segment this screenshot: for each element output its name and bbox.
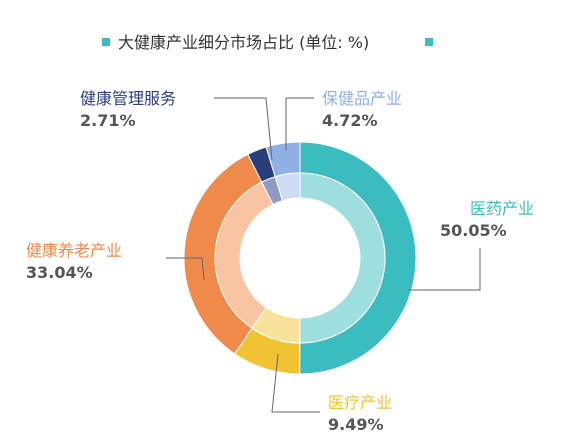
slice-name-label-3: 健康管理服务	[80, 89, 176, 108]
slice-inner-0	[299, 172, 386, 344]
slice-value-label-4: 4.72%	[322, 111, 378, 130]
slice-name-label-4: 保健品产业	[322, 89, 402, 108]
slices	[183, 141, 417, 375]
leader-line-1	[271, 353, 320, 413]
title-marker-left	[102, 38, 110, 46]
slice-value-label-2: 33.04%	[26, 263, 93, 282]
leader-line-3	[214, 97, 273, 161]
leader-line-2	[166, 257, 205, 281]
leader-line-4	[285, 97, 314, 150]
slice-value-label-0: 50.05%	[440, 221, 507, 240]
slice-name-label-1: 医疗产业	[328, 393, 392, 412]
slice-labels: 医药产业 50.05% 医疗产业 9.49% 健康养老产业 33.04% 健康管理服务 2.7…	[26, 89, 534, 434]
leader-lines	[166, 97, 481, 413]
chart-title: 大健康产业细分市场占比 (单位: %)	[118, 33, 369, 52]
slice-value-label-1: 9.49%	[328, 415, 384, 434]
slice-name-label-0: 医药产业	[470, 199, 534, 218]
slice-value-label-3: 2.71%	[80, 111, 136, 130]
slice-inner-4	[274, 172, 301, 202]
title-marker-right	[425, 38, 433, 46]
leader-line-0	[408, 248, 481, 291]
slice-name-label-2: 健康养老产业	[26, 241, 122, 260]
